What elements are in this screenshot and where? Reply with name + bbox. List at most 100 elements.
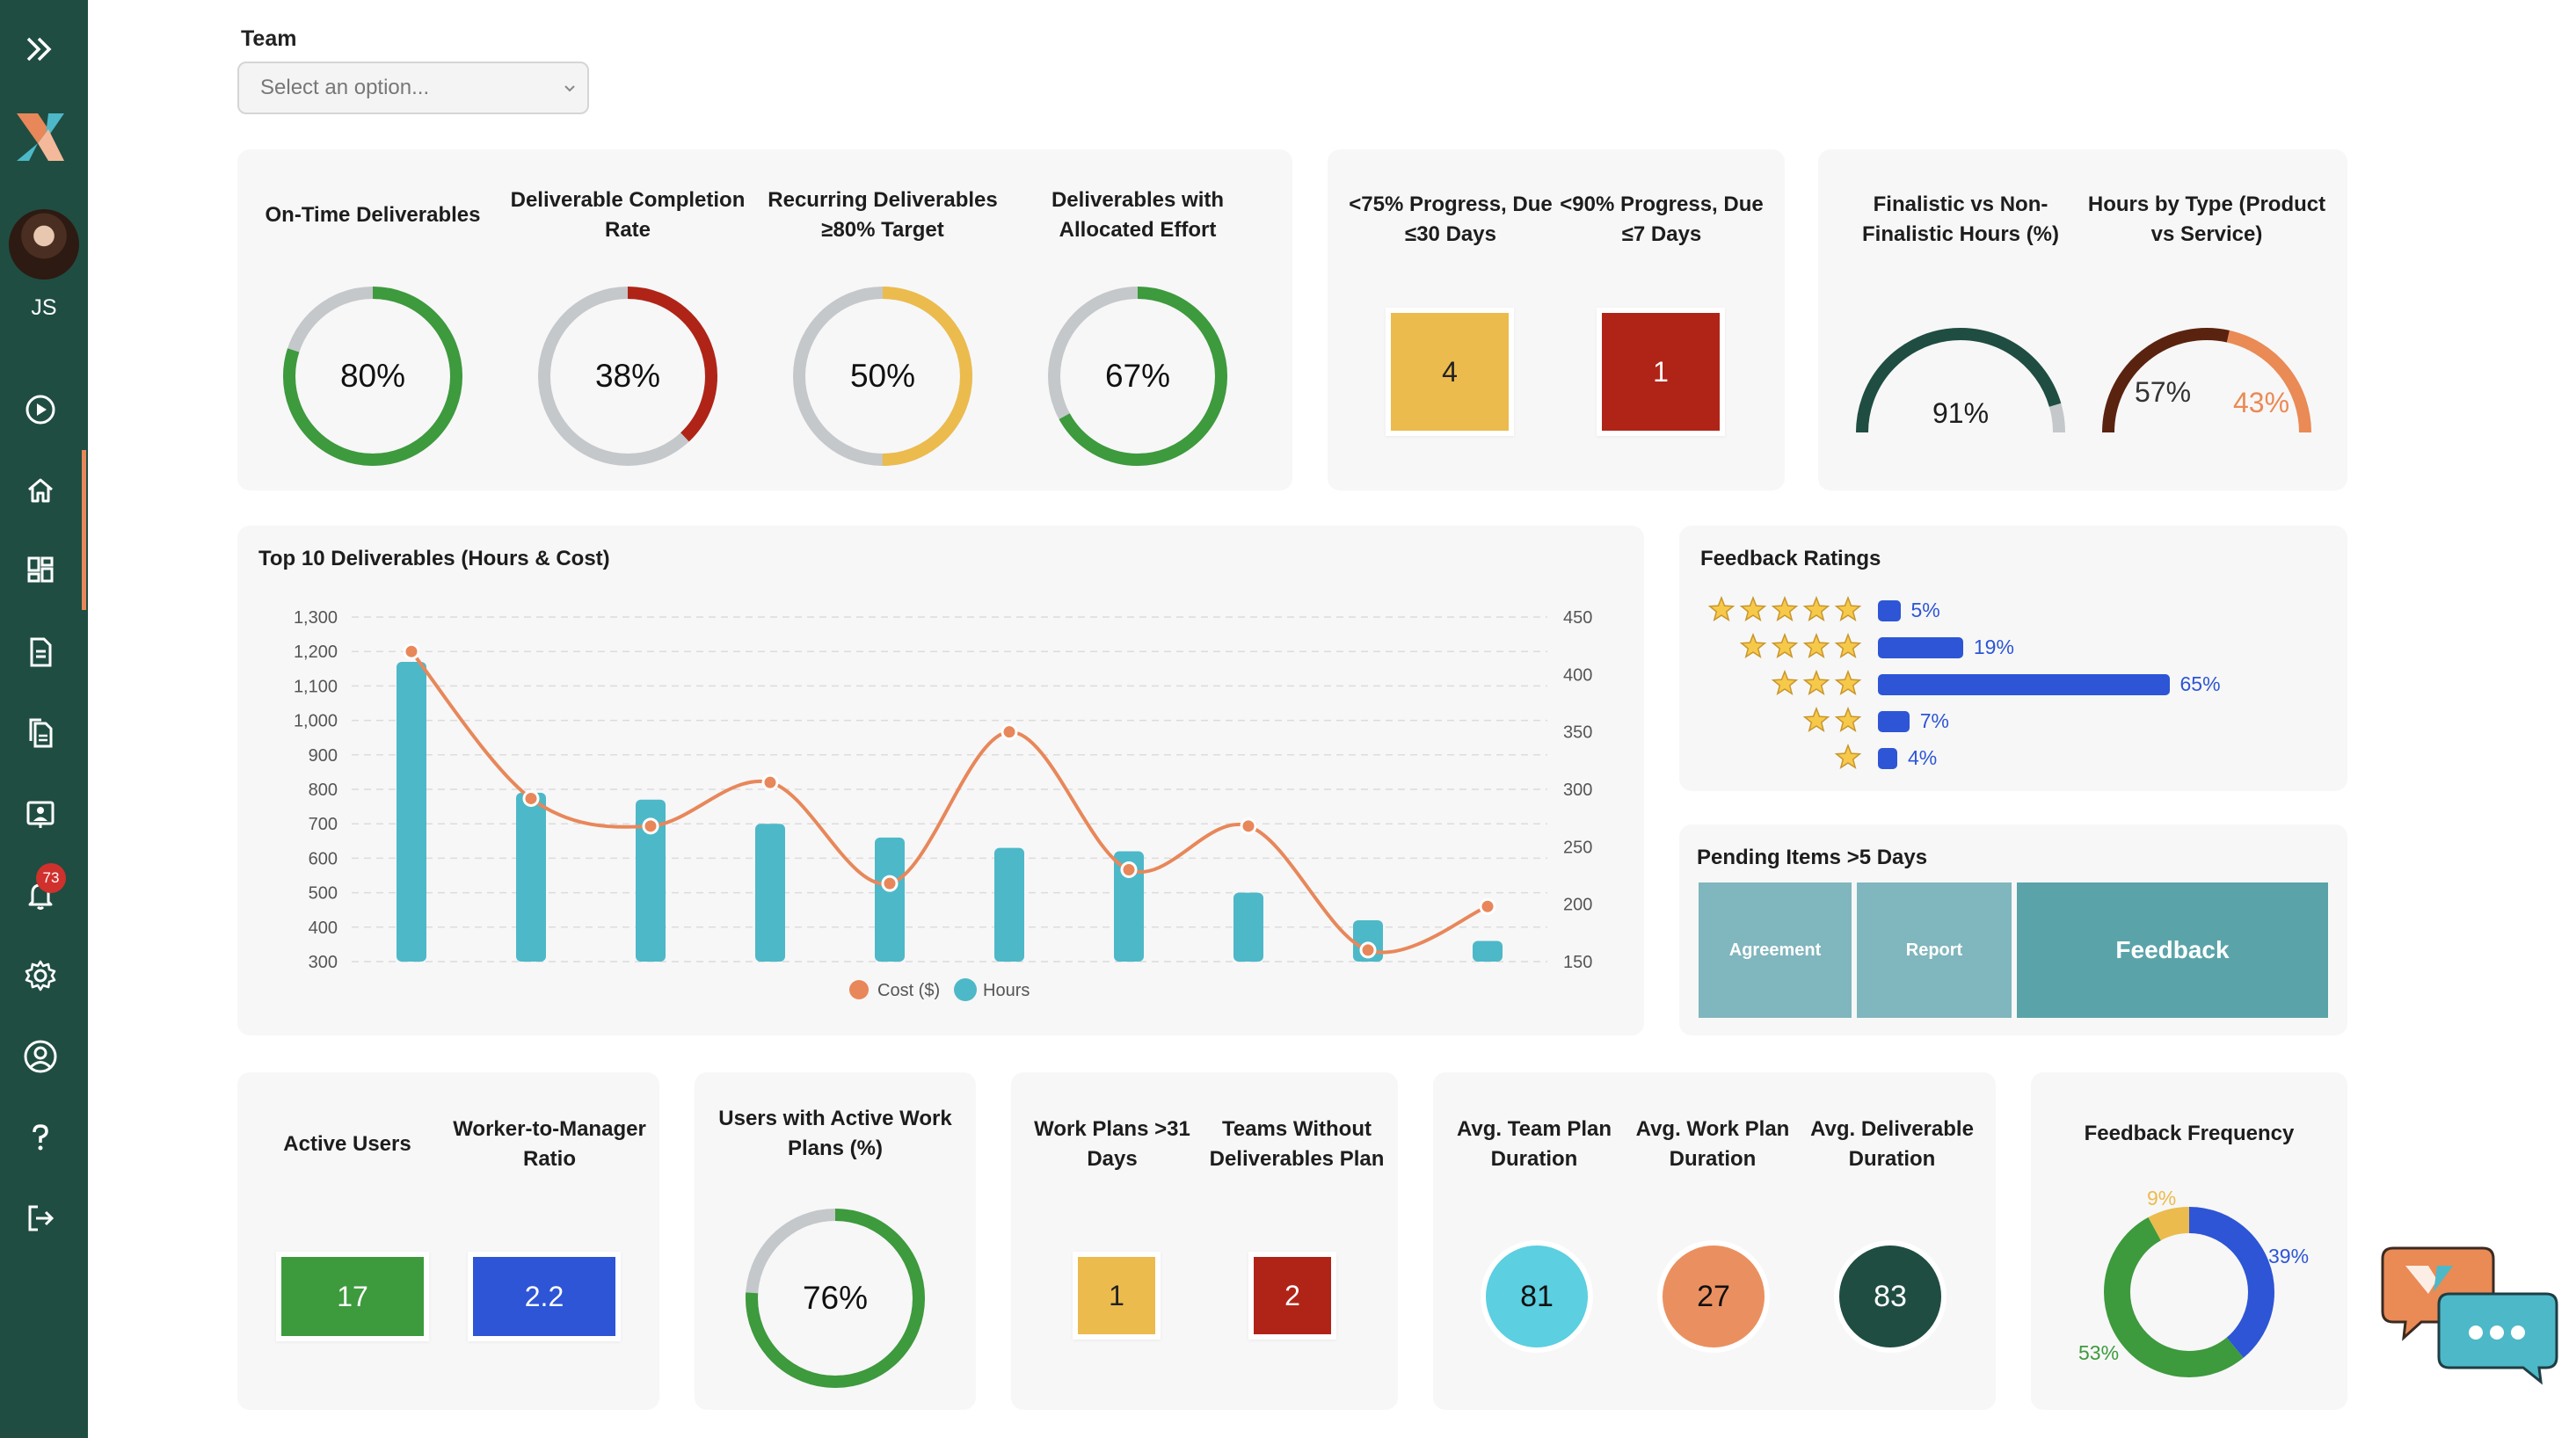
logo-icon[interactable] <box>12 109 69 165</box>
gauge-product <box>2102 328 2230 433</box>
cost-point <box>1120 861 1138 878</box>
users-card <box>237 1072 659 1410</box>
kpi-donut-1 <box>538 287 717 466</box>
rating-percent-3: 65% <box>2179 672 2221 695</box>
star-icon <box>1739 633 1767 658</box>
feedback-frequency-label-green: 53% <box>2078 1341 2120 1364</box>
cost-point <box>1001 723 1018 741</box>
kpi-value-3: 67% <box>1104 358 1171 394</box>
star-icon <box>1771 670 1799 695</box>
feedback-frequency-donut <box>2104 1207 2274 1377</box>
y-left-tick: 700 <box>309 815 338 834</box>
y-right-tick: 450 <box>1563 608 1592 628</box>
feedback-frequency-label-blue: 39% <box>2268 1245 2310 1267</box>
legend-hours-marker <box>954 978 977 1001</box>
avg-work-plan-circle[interactable]: 27 <box>1657 1240 1770 1353</box>
expand-icon[interactable] <box>18 26 63 72</box>
cost-line <box>410 650 1488 955</box>
work-plans-31-tile[interactable]: 1 <box>1073 1252 1161 1340</box>
gear-icon[interactable] <box>18 953 63 999</box>
help-icon[interactable] <box>18 1115 63 1160</box>
active-users-tile[interactable]: 17 <box>276 1252 429 1341</box>
sidebar: JS 73 <box>0 0 88 1438</box>
kpi-donut-2 <box>793 287 972 466</box>
hours-type-value-product: 57% <box>2135 376 2192 408</box>
pending-feedback[interactable]: Feedback <box>2017 882 2328 1018</box>
teams-without-plan-tile[interactable]: 2 <box>1248 1252 1336 1340</box>
legend-hours-label: Hours <box>983 981 1030 1000</box>
rating-percent-4: 19% <box>1973 635 2014 658</box>
y-left-tick: 1,000 <box>294 712 338 731</box>
user-icon[interactable] <box>18 1034 63 1079</box>
worker-manager-ratio-title: Worker-to-Manager Ratio <box>453 1117 646 1171</box>
active-work-plans-card <box>695 1072 976 1410</box>
progress-90-tile[interactable]: 1 <box>1597 308 1725 436</box>
star-icon <box>1771 633 1799 658</box>
play-icon[interactable] <box>18 387 63 432</box>
gauge-fill <box>1856 328 2062 433</box>
chevron-down-icon <box>564 85 575 92</box>
y-left-tick: 600 <box>309 849 338 868</box>
donut-progress <box>283 287 462 466</box>
document-icon[interactable] <box>18 629 63 675</box>
gauges-card <box>1818 149 2347 490</box>
kpi-value-2: 50% <box>849 358 916 394</box>
cost-point <box>881 875 899 892</box>
cost-point <box>522 789 540 807</box>
donut-progress <box>793 287 972 466</box>
kpi-title-0: On-Time Deliverables <box>265 203 481 227</box>
y-left-tick: 900 <box>309 746 338 766</box>
y-left-tick: 300 <box>309 953 338 972</box>
hours-bar <box>397 661 426 962</box>
active-work-plans-value: 76% <box>802 1280 869 1316</box>
y-right-tick: 350 <box>1563 723 1592 743</box>
rating-bar-4[interactable] <box>1878 637 1963 658</box>
rating-percent-1: 4% <box>1908 746 1938 769</box>
kpi-value-1: 38% <box>594 358 661 394</box>
pending-agreement[interactable]: Agreement <box>1699 882 1852 1018</box>
y-right-tick: 400 <box>1563 665 1592 685</box>
y-left-tick: 800 <box>309 781 338 800</box>
avg-team-plan-circle[interactable]: 81 <box>1481 1240 1593 1353</box>
avatar[interactable] <box>9 209 79 280</box>
hours-type-gauge <box>2102 328 2311 433</box>
presentation-icon[interactable] <box>18 791 63 837</box>
star-icon <box>1834 633 1862 658</box>
top-deliverables-card <box>237 526 1644 1035</box>
avg-deliverable-title: Avg. Deliverable Duration <box>1810 1117 1974 1171</box>
rating-bar-2[interactable] <box>1878 711 1910 732</box>
pending-report[interactable]: Report <box>1857 882 2012 1018</box>
rating-bar-5[interactable] <box>1878 600 1901 621</box>
hours-bar <box>755 824 785 962</box>
active-work-plans-title: Users with Active Work Plans (%) <box>718 1107 952 1160</box>
kpi-donut-0 <box>283 287 462 466</box>
rating-bar-3[interactable] <box>1878 674 2170 695</box>
worker-manager-ratio-tile[interactable]: 2.2 <box>468 1252 621 1341</box>
legend-cost-label: Cost ($) <box>877 981 940 1000</box>
rating-bar-1[interactable] <box>1878 748 1897 769</box>
star-icon <box>1771 596 1799 621</box>
avg-deliverable-circle[interactable]: 83 <box>1834 1240 1947 1353</box>
y-right-tick: 300 <box>1563 781 1592 800</box>
logout-icon[interactable] <box>18 1195 63 1241</box>
kpi-donuts-card <box>237 149 1292 490</box>
progress-75-tile[interactable]: 4 <box>1386 308 1514 436</box>
feedback-frequency-label-yellow: 9% <box>2147 1187 2177 1209</box>
hours-type-gauge-title: Hours by Type (Product vs Service) <box>2087 192 2326 246</box>
chat-widget[interactable] <box>2379 1245 2560 1385</box>
user-initials: JS <box>31 295 57 320</box>
feedback-slice <box>2104 1207 2274 1377</box>
kpi-title-1: Deliverable Completion Rate <box>510 188 746 242</box>
finalistic-gauge-title: Finalistic vs Non-Finalistic Hours (%) <box>1861 192 2060 246</box>
home-icon[interactable] <box>18 468 63 513</box>
feedback-ratings-card <box>1679 526 2347 791</box>
team-select[interactable]: Select an option... <box>237 62 589 114</box>
dashboard-icon[interactable] <box>18 547 63 592</box>
documents-icon[interactable] <box>18 710 63 756</box>
donut-progress <box>746 1209 925 1388</box>
chart-title: Top 10 Deliverables (Hours & Cost) <box>258 547 610 570</box>
cost-point <box>1479 897 1496 915</box>
cost-point <box>403 643 420 660</box>
teams-without-plan-title: Teams Without Deliverables Plan <box>1209 1117 1385 1171</box>
avg-work-plan-title: Avg. Work Plan Duration <box>1635 1117 1790 1171</box>
